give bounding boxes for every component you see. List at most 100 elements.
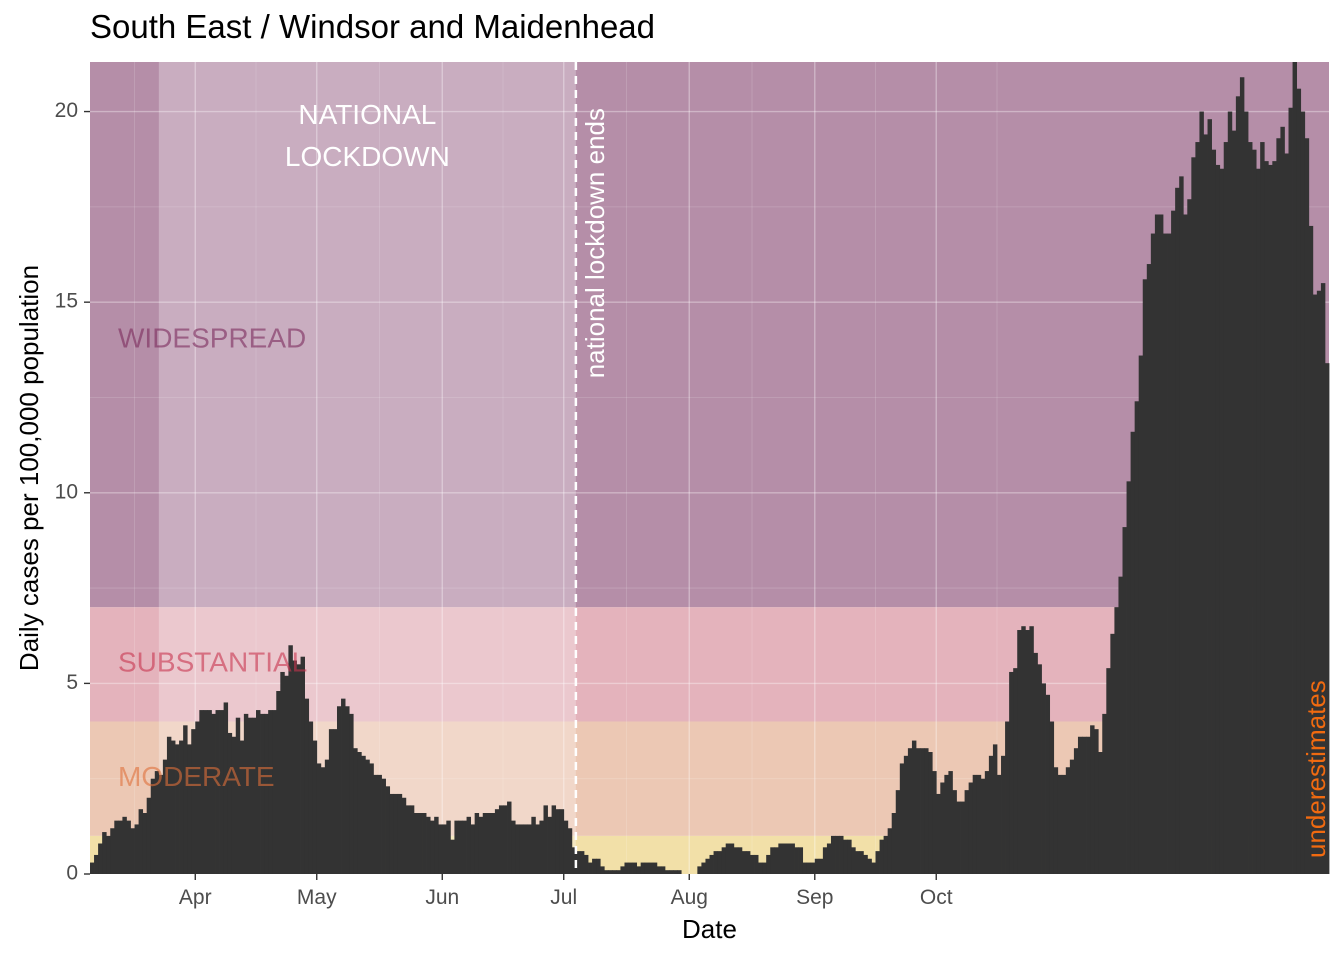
bar [494,809,500,874]
bar [1090,725,1095,874]
y-tick-label: 15 [55,290,78,313]
bar [725,843,731,874]
bar [158,774,164,874]
bar [924,748,929,874]
bar [94,854,99,874]
bar [316,763,322,874]
bar [624,862,629,874]
bar [482,813,488,874]
bar [462,820,467,874]
bar [401,797,407,874]
bar [798,847,804,874]
bar [1243,111,1249,874]
y-tick-label: 10 [55,480,78,503]
bar [1077,736,1083,874]
x-axis-title: Date [682,914,737,944]
bar [166,736,172,874]
bar [235,717,241,874]
bar [134,824,139,874]
bar [976,774,982,874]
bar [179,740,184,874]
bar [928,752,933,874]
bar [652,862,658,874]
y-tick-label: 20 [55,99,78,122]
bar [535,824,540,874]
bar [660,866,666,874]
bar [256,710,261,874]
bar [1252,149,1257,874]
bar [984,771,990,874]
bar [1276,138,1281,874]
bar [992,744,998,874]
bar [762,862,767,874]
bar [851,847,856,874]
bar [1150,233,1156,874]
bar [211,713,216,874]
bar [1069,759,1075,874]
bar [875,851,880,874]
bar [308,721,314,874]
bar [122,816,127,874]
bar [713,851,718,874]
bar [312,740,318,874]
bar [345,706,350,874]
bar [154,771,160,874]
bar [292,660,297,874]
bar [272,710,277,874]
bar [814,858,820,874]
bar [729,843,735,874]
bar [507,801,512,874]
bar [758,862,763,874]
lockdown-end-label: national lockdown ends [580,108,610,378]
bar [600,866,605,874]
bar [944,774,949,874]
bar [239,740,245,874]
bar [826,843,832,874]
bar [1130,431,1136,874]
bar [478,816,484,874]
bar [1061,774,1067,874]
bar [183,725,188,874]
bar [324,759,330,874]
bar [1288,107,1293,875]
bar [369,763,374,874]
bar [1086,736,1091,874]
bar [527,824,532,874]
x-tick-label: May [297,886,337,909]
bar [936,793,941,874]
bar [632,862,638,874]
bar [1045,694,1051,874]
bar [1280,126,1285,875]
bar [669,870,674,874]
bar [219,710,225,874]
bar [1082,736,1087,874]
bar [1009,671,1014,874]
bar [519,824,524,874]
bar [790,843,795,874]
bar [126,820,131,874]
bar [328,729,334,874]
bar [1122,527,1127,874]
bar [175,744,180,874]
bar [195,721,200,874]
bar [1223,142,1229,874]
bar [320,767,326,874]
band-label-widespread: WIDESPREAD [118,323,306,354]
bar [1041,683,1046,874]
bar [1001,755,1006,874]
bar [1106,668,1111,874]
bar [215,710,220,874]
band-labels: MODERATE SUBSTANTIAL WIDESPREAD [118,323,307,792]
bar [146,797,152,874]
bar [839,835,844,874]
bar [916,748,921,874]
bar [365,759,370,874]
bar [413,813,419,874]
bar [567,828,573,874]
bar [749,854,755,874]
band-widespread [90,62,1329,608]
bar [964,790,970,874]
bar [336,706,342,874]
bar [778,843,783,874]
bar [640,862,646,874]
